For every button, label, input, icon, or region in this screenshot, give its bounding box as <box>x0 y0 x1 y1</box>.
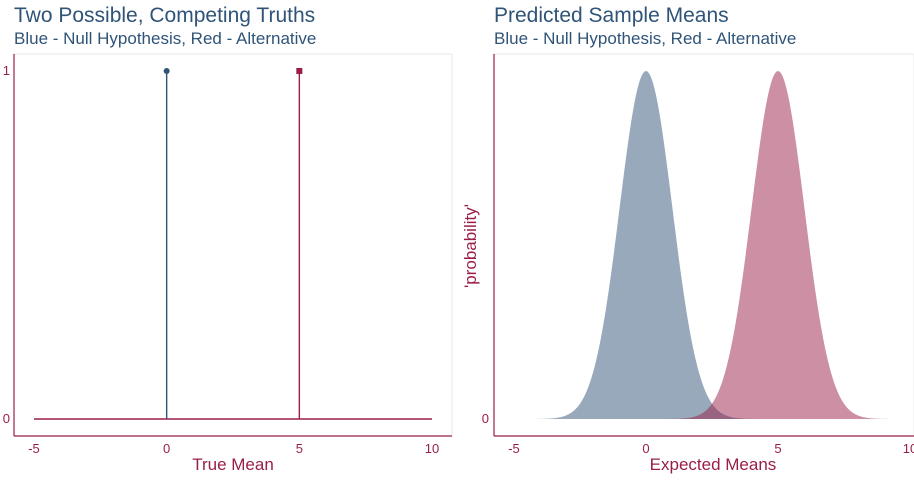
left-subtitle: Blue - Null Hypothesis, Red - Alternativ… <box>14 29 316 48</box>
left-y-tick-label: 0 <box>3 411 10 426</box>
right-x-tick-label: 5 <box>774 441 781 456</box>
left-x-tick-label: -5 <box>28 441 40 456</box>
right-x-tick-label: 10 <box>903 441 914 456</box>
series-0-circle-marker <box>163 68 170 74</box>
right-x-tick-label: 0 <box>642 441 649 456</box>
right-y-ticks: 0 <box>482 411 489 426</box>
right-y-tick-label: 0 <box>482 411 489 426</box>
right-title: Predicted Sample Means <box>494 4 729 27</box>
right-subtitle: Blue - Null Hypothesis, Red - Alternativ… <box>494 29 796 48</box>
left-marks <box>34 68 432 420</box>
right-x-tick-label: -5 <box>508 441 520 456</box>
left-y-tick-label: 1 <box>3 63 10 78</box>
left-panel: Two Possible, Competing Truths Blue - Nu… <box>3 4 453 474</box>
left-title: Two Possible, Competing Truths <box>14 4 315 27</box>
right-plot-border <box>493 53 914 437</box>
right-x-axis-label: Expected Means <box>650 455 777 474</box>
left-x-ticks: -5 0 5 10 <box>28 441 439 456</box>
left-x-axis-label: True Mean <box>192 455 274 474</box>
left-x-tick-label: 10 <box>425 441 439 456</box>
series-1-density-area <box>514 71 910 419</box>
right-panel: Predicted Sample Means Blue - Null Hypot… <box>461 4 914 474</box>
left-x-tick-label: 0 <box>163 441 170 456</box>
right-marks <box>514 71 910 419</box>
left-y-ticks: 01 <box>3 63 10 426</box>
right-y-axis-label: 'probability' <box>461 204 480 288</box>
series-0-density-area <box>514 71 910 419</box>
right-x-ticks: -5 0 5 10 <box>508 441 914 456</box>
left-plot-border <box>13 53 453 437</box>
left-x-tick-label: 5 <box>296 441 303 456</box>
series-1-square-marker <box>296 68 303 74</box>
